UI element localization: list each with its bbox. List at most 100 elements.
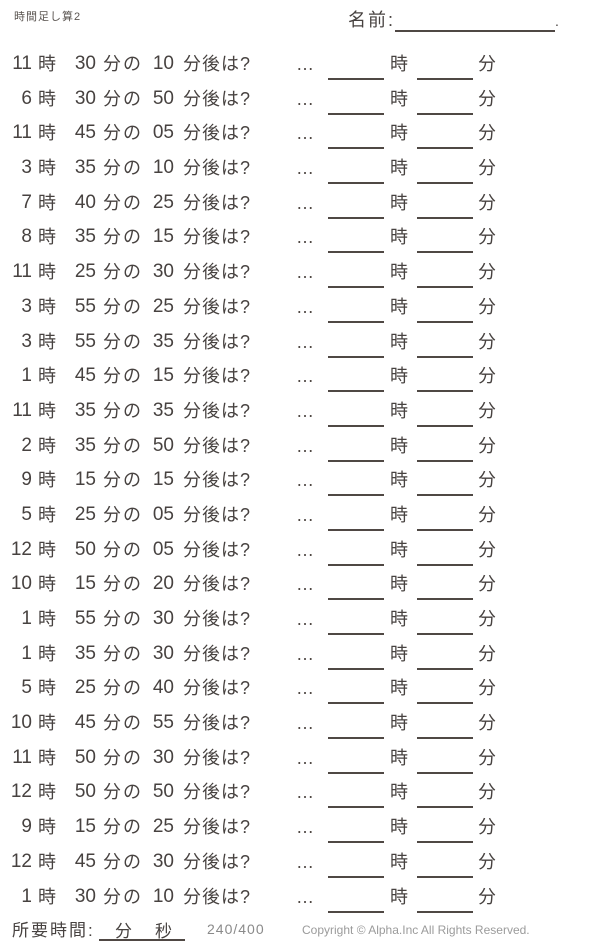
answer-hour-blank[interactable] — [328, 540, 384, 566]
problem-hour: 5 — [21, 677, 32, 699]
answer-hour-blank[interactable] — [328, 852, 384, 878]
answer-minute-blank[interactable] — [417, 678, 473, 705]
answer-minute-blank[interactable] — [417, 540, 473, 566]
answer-minute-blank[interactable] — [417, 262, 473, 289]
answer-hour-unit-label: 時 — [390, 331, 408, 352]
problem-delta: 55 — [152, 712, 174, 734]
ellipsis: … — [296, 539, 314, 560]
ellipsis: … — [296, 470, 314, 491]
answer-hour-blank[interactable] — [328, 505, 384, 531]
answer-hour-blank[interactable] — [328, 123, 384, 150]
answer-minute-blank[interactable] — [417, 227, 473, 254]
problem-hour: 11 — [12, 746, 32, 768]
problem-minute: 50 — [74, 538, 96, 560]
answer-minute-blank[interactable] — [417, 852, 473, 878]
answer-minute-blank[interactable] — [417, 887, 473, 913]
ellipsis: … — [296, 817, 314, 838]
hour-unit-label: 時 — [38, 643, 56, 664]
after-question-label: 分後は? — [183, 782, 252, 803]
problem-row: 7 時 40 分の 25 分後は? … 時 分 — [0, 187, 600, 222]
minute-no-label: 分の — [103, 678, 143, 699]
problem-delta: 15 — [152, 365, 174, 387]
answer-hour-blank[interactable] — [328, 54, 384, 80]
after-question-label: 分後は? — [183, 609, 252, 629]
answer-minute-unit-label: 分 — [478, 435, 496, 456]
answer-hour-unit-label: 時 — [390, 504, 408, 525]
answer-hour-unit-label: 時 — [390, 678, 408, 699]
minute-no-label: 分の — [103, 366, 143, 387]
answer-hour-blank[interactable] — [328, 193, 384, 219]
answer-hour-blank[interactable] — [328, 297, 384, 323]
answer-minute-blank[interactable] — [417, 713, 473, 740]
answer-hour-blank[interactable] — [328, 332, 384, 358]
minute-no-label: 分の — [103, 158, 143, 179]
answer-minute-blank[interactable] — [417, 54, 473, 80]
problem-row: 10 時 15 分の 20 分後は? … 時 分 — [0, 568, 600, 603]
answer-minute-blank[interactable] — [417, 748, 473, 774]
answer-minute-blank[interactable] — [417, 782, 473, 809]
answer-minute-blank[interactable] — [417, 401, 473, 427]
problem-hour: 6 — [21, 87, 32, 109]
problem-delta: 25 — [152, 191, 174, 213]
answer-hour-blank[interactable] — [328, 227, 384, 254]
problem-delta: 10 — [152, 53, 174, 74]
problem-delta: 50 — [152, 434, 174, 456]
answer-hour-blank[interactable] — [328, 817, 384, 844]
answer-minute-blank[interactable] — [417, 609, 473, 635]
answer-hour-blank[interactable] — [328, 262, 384, 289]
name-field: 名前:. — [348, 6, 559, 32]
answer-minute-blank[interactable] — [417, 193, 473, 219]
answer-minute-blank[interactable] — [417, 158, 473, 185]
answer-hour-blank[interactable] — [328, 748, 384, 774]
answer-hour-blank[interactable] — [328, 470, 384, 497]
answer-hour-blank[interactable] — [328, 401, 384, 427]
answer-hour-blank[interactable] — [328, 713, 384, 740]
answer-minute-blank[interactable] — [417, 644, 473, 670]
answer-minute-blank[interactable] — [417, 436, 473, 462]
problem-minute: 45 — [74, 712, 96, 734]
answer-hour-blank[interactable] — [328, 678, 384, 705]
answer-hour-blank[interactable] — [328, 609, 384, 635]
answer-minute-blank[interactable] — [417, 332, 473, 358]
answer-hour-unit-label: 時 — [390, 158, 408, 179]
after-question-label: 分後は? — [183, 713, 252, 734]
problem-minute: 35 — [74, 399, 96, 421]
answer-hour-blank[interactable] — [328, 644, 384, 670]
answer-hour-unit-label: 時 — [390, 227, 408, 248]
answer-hour-unit-label: 時 — [390, 851, 408, 872]
problem-minute: 25 — [74, 677, 96, 699]
after-question-label: 分後は? — [183, 366, 252, 387]
problem-row: 2 時 35 分の 50 分後は? … 時 分 — [0, 430, 600, 465]
answer-minute-blank[interactable] — [417, 505, 473, 531]
answer-minute-unit-label: 分 — [478, 782, 496, 803]
answer-minute-blank[interactable] — [417, 366, 473, 393]
name-input-line[interactable] — [395, 12, 556, 32]
ellipsis: … — [296, 504, 314, 525]
answer-minute-blank[interactable] — [417, 123, 473, 150]
minute-no-label: 分の — [103, 747, 143, 768]
answer-hour-blank[interactable] — [328, 436, 384, 462]
elapsed-time-blank[interactable]: 分 秒 — [99, 913, 185, 941]
answer-minute-unit-label: 分 — [478, 88, 496, 109]
answer-minute-blank[interactable] — [417, 89, 473, 115]
answer-hour-blank[interactable] — [328, 158, 384, 185]
answer-minute-unit-label: 分 — [478, 747, 496, 768]
answer-minute-blank[interactable] — [417, 574, 473, 601]
minute-no-label: 分の — [103, 192, 143, 213]
answer-hour-blank[interactable] — [328, 887, 384, 913]
answer-hour-blank[interactable] — [328, 366, 384, 393]
answer-minute-blank[interactable] — [417, 470, 473, 497]
answer-hour-blank[interactable] — [328, 782, 384, 809]
answer-minute-blank[interactable] — [417, 297, 473, 323]
problem-delta: 50 — [152, 781, 174, 803]
problem-delta: 35 — [152, 399, 174, 421]
minute-no-label: 分の — [103, 504, 143, 525]
problem-delta: 30 — [152, 850, 174, 872]
answer-minute-unit-label: 分 — [478, 817, 496, 838]
answer-minute-blank[interactable] — [417, 817, 473, 844]
answer-hour-blank[interactable] — [328, 89, 384, 115]
hour-unit-label: 時 — [38, 366, 56, 387]
answer-hour-blank[interactable] — [328, 574, 384, 601]
after-question-label: 分後は? — [183, 886, 252, 907]
hour-unit-label: 時 — [38, 296, 56, 317]
